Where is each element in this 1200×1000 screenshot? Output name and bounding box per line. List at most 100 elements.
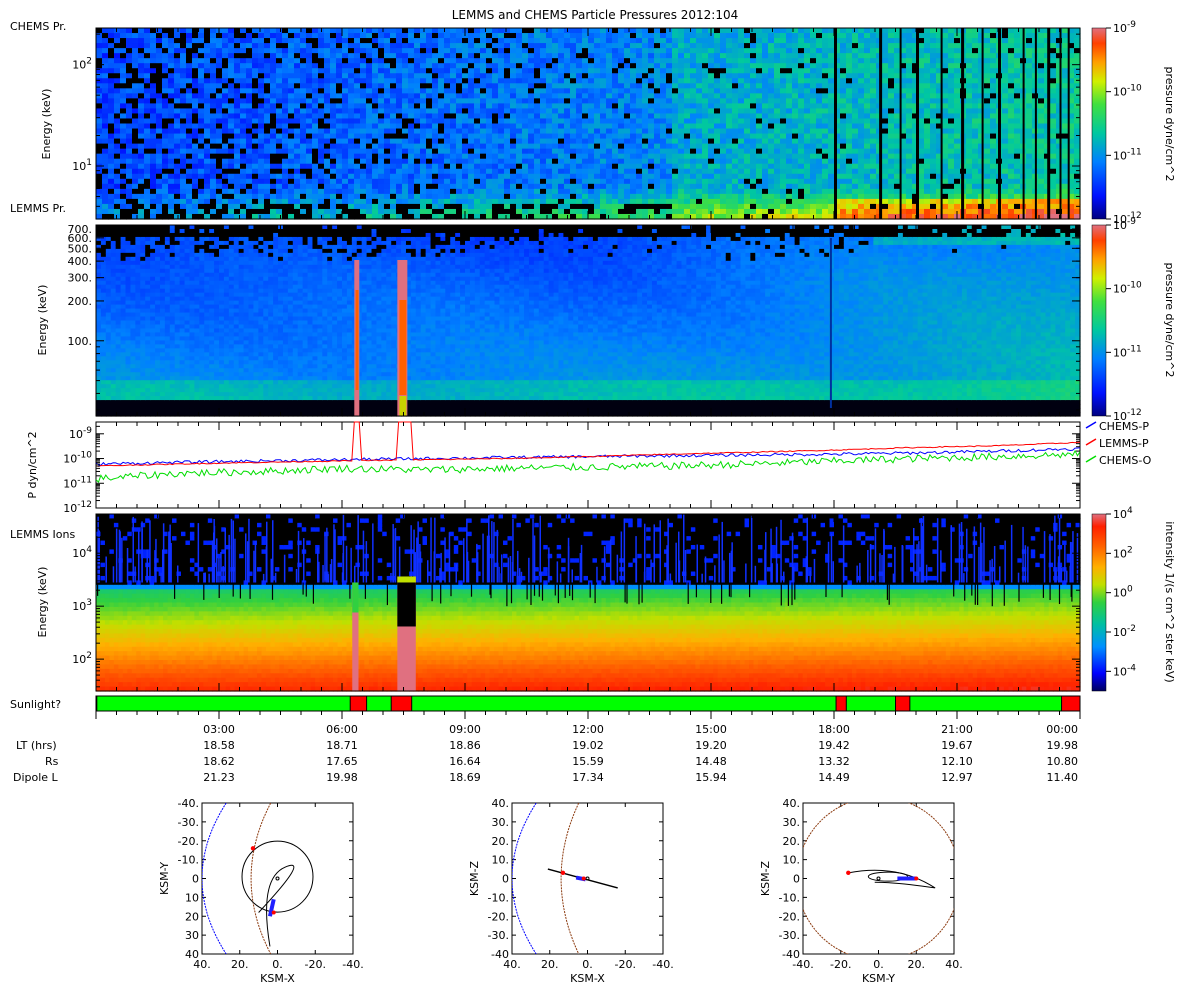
chems-heatmap-cell xyxy=(546,174,553,180)
chems-heatmap-cell xyxy=(102,103,109,109)
chems-heatmap-cell xyxy=(264,204,271,210)
chems-heatmap-cell xyxy=(588,184,595,190)
chems-heatmap-cell xyxy=(378,83,385,89)
chems-heatmap-cell xyxy=(630,98,637,104)
chems-heatmap-cell xyxy=(684,93,691,99)
chems-heatmap-cell xyxy=(798,194,805,200)
chems-heatmap-cell xyxy=(276,73,283,79)
chems-heatmap-cell xyxy=(126,108,133,114)
chems-heatmap-cell xyxy=(450,184,457,190)
chems-heatmap-cell xyxy=(666,179,673,185)
chems-heatmap-cell xyxy=(144,209,151,215)
chems-heatmap-cell xyxy=(228,43,235,49)
chems-heatmap-cell xyxy=(726,164,733,170)
chems-heatmap-cell xyxy=(498,189,505,195)
chems-heatmap-cell xyxy=(828,63,835,69)
chems-heatmap-cell xyxy=(162,184,169,190)
chems-heatmap-cell xyxy=(294,63,301,69)
chems-heatmap-cell xyxy=(366,43,373,49)
chems-heatmap-cell xyxy=(504,38,511,44)
chems-heatmap-cell xyxy=(156,33,163,39)
chems-heatmap-cell xyxy=(720,129,727,135)
chems-heatmap-cell xyxy=(264,28,271,34)
chems-heatmap-cell xyxy=(840,164,847,170)
chems-heatmap-cell xyxy=(642,194,649,200)
chems-heatmap-cell xyxy=(324,134,331,140)
chems-heatmap-cell xyxy=(576,184,583,190)
chems-heatmap-cell xyxy=(528,134,535,140)
chems-heatmap-cell xyxy=(468,159,475,165)
chems-heatmap-cell xyxy=(786,134,793,140)
chems-heatmap-cell xyxy=(138,134,145,140)
chems-heatmap-cell xyxy=(498,149,505,155)
chems-heatmap-cell xyxy=(528,154,535,160)
chems-heatmap-cell xyxy=(330,159,337,165)
chems-heatmap-cell xyxy=(114,33,121,39)
chems-heatmap-cell xyxy=(534,88,541,94)
chems-heatmap-cell xyxy=(126,129,133,135)
chems-heatmap-cell xyxy=(636,88,643,94)
chems-heatmap-cell xyxy=(210,194,217,200)
chems-heatmap-cell xyxy=(678,124,685,130)
chems-heatmap-cell xyxy=(150,93,157,99)
chems-heatmap-cell xyxy=(624,199,631,205)
chems-heatmap-cell xyxy=(372,113,379,119)
chems-heatmap-cell xyxy=(774,103,781,109)
chems-heatmap-cell xyxy=(696,179,703,185)
chems-heatmap-cell xyxy=(570,83,577,89)
chems-heatmap-cell xyxy=(210,103,217,109)
chems-heatmap-cell xyxy=(312,43,319,49)
chems-heatmap-cell xyxy=(132,124,139,130)
chems-heatmap-cell xyxy=(756,28,763,34)
chems-heatmap-cell xyxy=(138,103,145,109)
chems-heatmap-cell xyxy=(840,194,847,200)
chems-heatmap-cell xyxy=(258,103,265,109)
chems-heatmap-cell xyxy=(300,184,307,190)
chems-heatmap-cell xyxy=(354,154,361,160)
chems-heatmap-cell xyxy=(510,108,517,114)
chems-heatmap-cell xyxy=(552,43,559,49)
chems-heatmap-cell xyxy=(624,43,631,49)
chems-heatmap-cell xyxy=(132,164,139,170)
chems-heatmap-cell xyxy=(438,43,445,49)
chems-heatmap-cell xyxy=(144,33,151,39)
chems-heatmap-cell xyxy=(144,169,151,175)
chems-heatmap-cell xyxy=(318,199,325,205)
chems-heatmap-cell xyxy=(462,118,469,124)
chems-heatmap-cell xyxy=(852,129,859,135)
chems-heatmap-cell xyxy=(744,98,751,104)
chems-heatmap-cell xyxy=(528,93,535,99)
chems-heatmap-cell xyxy=(714,134,721,140)
chems-heatmap-cell xyxy=(882,28,889,34)
chems-heatmap-cell xyxy=(594,154,601,160)
chems-heatmap-cell xyxy=(432,174,439,180)
chems-heatmap-cell xyxy=(306,204,313,210)
chems-heatmap-cell xyxy=(816,129,823,135)
chems-heatmap-cell xyxy=(342,68,349,74)
chems-heatmap-cell xyxy=(576,93,583,99)
chems-heatmap-cell xyxy=(870,58,877,64)
chems-heatmap-cell xyxy=(738,144,745,150)
chems-heatmap-cell xyxy=(582,169,589,175)
chems-heatmap-cell xyxy=(828,169,835,175)
chems-heatmap-cell xyxy=(708,204,715,210)
chems-heatmap-cell xyxy=(264,118,271,124)
chems-heatmap-cell xyxy=(618,144,625,150)
chems-heatmap-cell xyxy=(480,48,487,54)
chems-heatmap-cell xyxy=(576,134,583,140)
chems-heatmap-cell xyxy=(660,169,667,175)
chems-heatmap-cell xyxy=(138,63,145,69)
chems-heatmap-cell xyxy=(192,68,199,74)
chems-heatmap-cell xyxy=(360,139,367,145)
chems-heatmap-cell xyxy=(330,73,337,79)
chems-heatmap-cell xyxy=(384,68,391,74)
chems-heatmap-cell xyxy=(804,139,811,145)
chems-heatmap-cell xyxy=(306,134,313,140)
chems-heatmap-cell xyxy=(426,43,433,49)
chems-heatmap-cell xyxy=(426,169,433,175)
chems-heatmap-cell xyxy=(390,129,397,135)
chems-heatmap-cell xyxy=(282,194,289,200)
chems-heatmap-cell xyxy=(558,43,565,49)
chems-heatmap-cell xyxy=(222,169,229,175)
chems-heatmap-cell xyxy=(552,113,559,119)
